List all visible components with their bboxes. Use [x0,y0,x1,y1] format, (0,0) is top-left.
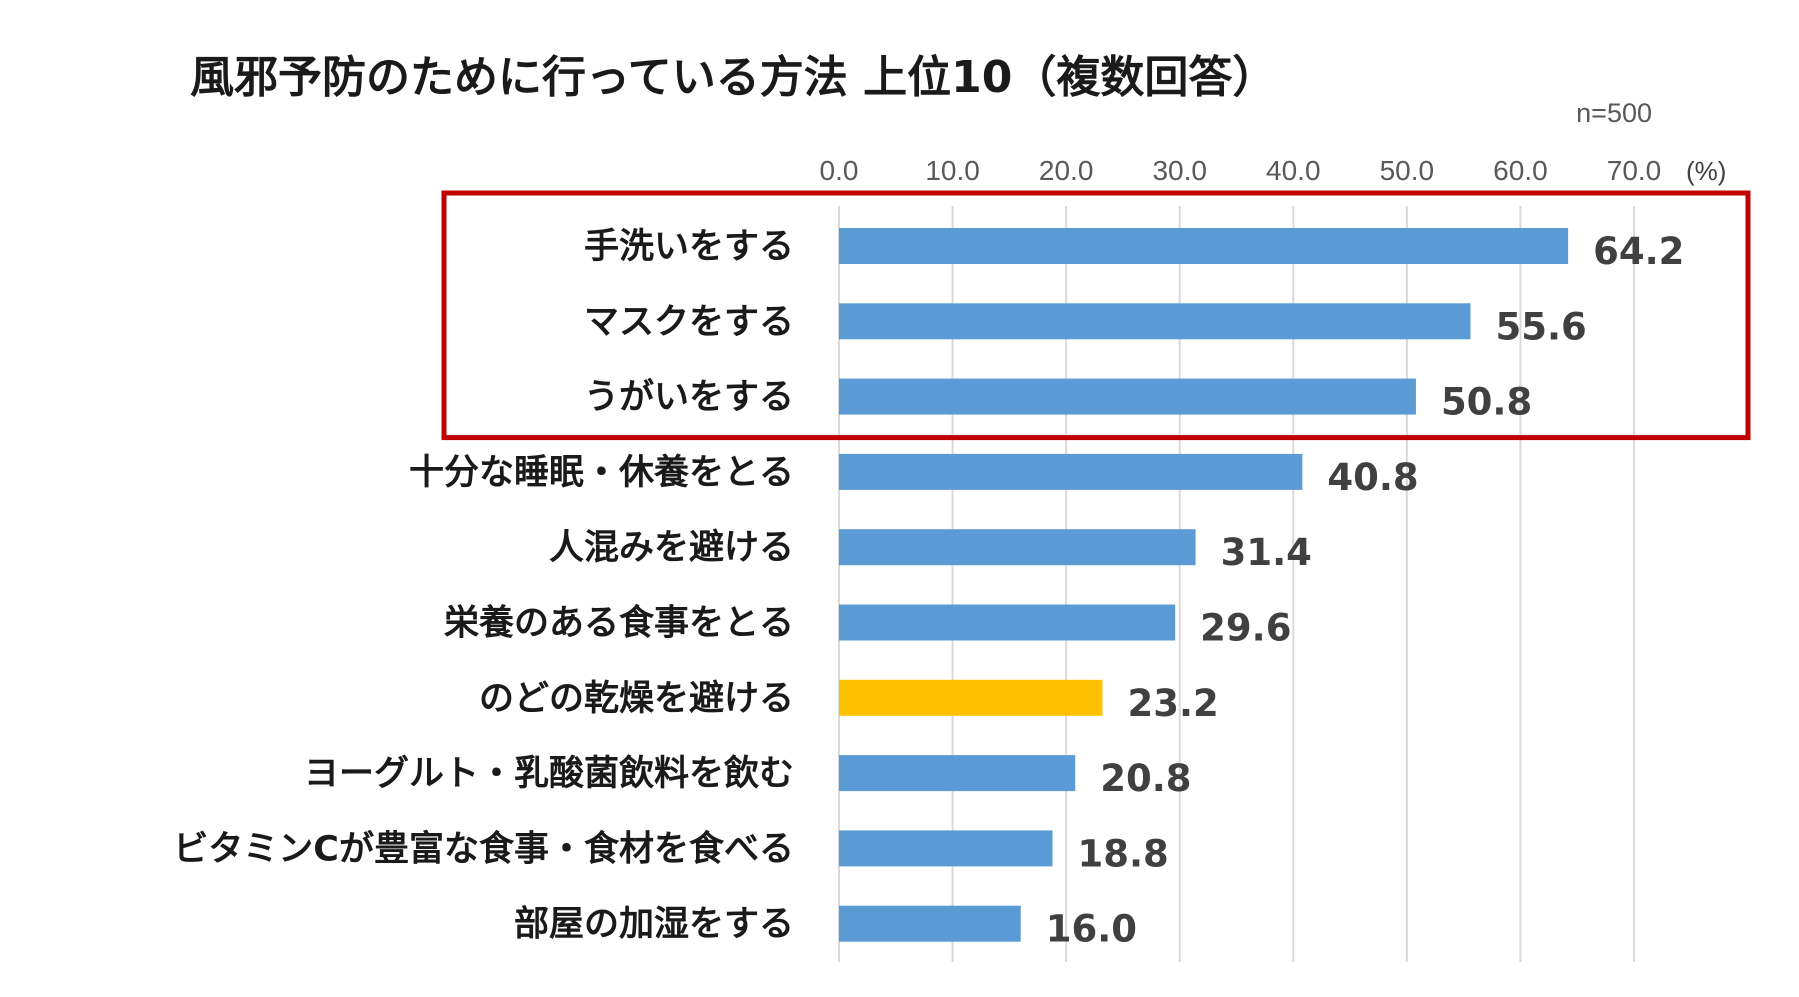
bar [839,228,1569,264]
value-label: 40.8 [1327,456,1418,499]
bar [839,905,1021,942]
highlight-box [441,190,1751,441]
sample-size-label: n=500 [1576,98,1652,128]
x-tick-label: 30.0 [1152,155,1207,186]
category-label: のどの乾燥を避ける [479,679,794,719]
bar [839,453,1303,490]
bar [839,604,1176,641]
value-labels: 64.255.6 50.8 40.8 31.4 29.6 23.2 20.8 18.8 16.0 [1046,230,1685,951]
bar [839,755,1076,792]
category-label: ヨーグルト・乳酸菌飲料を飲む [304,754,794,794]
x-tick-label: 40.0 [1266,155,1321,186]
category-label: 栄養のある食事をとる [444,603,794,644]
unit-label: (%) [1686,156,1726,186]
x-tick-label: 60.0 [1493,155,1548,186]
x-tick-label: 10.0 [925,155,980,186]
x-tick-label: 70.0 [1607,155,1662,186]
category-label: うがいをする [584,378,794,418]
x-tick-label: 20.0 [1039,155,1094,186]
value-label: 64.2 [1593,230,1684,273]
bars [839,228,1569,942]
value-label: 29.6 [1200,607,1291,650]
bar [839,830,1053,867]
category-labels: 手洗いをするマスクをするうがいをする十分な睡眠・休養をとる人混みを避ける栄養のあ… [173,227,794,945]
category-label: マスクをする [584,302,794,342]
x-tick-label: 50.0 [1380,155,1435,186]
value-label: 23.2 [1127,682,1218,725]
x-tick-label: 0.0 [820,155,859,186]
value-label: 20.8 [1100,757,1191,800]
bar [839,529,1196,566]
value-label: 16.0 [1046,908,1137,951]
x-axis-ticks: 0.0 10.0 20.0 30.0 40.0 50.0 60.0 70.0 [820,155,1662,186]
value-label: 55.6 [1495,305,1586,348]
value-label: 18.8 [1078,832,1169,875]
category-label: 手洗いをする [584,227,794,267]
category-label: ビタミンCが豊富な食事・食材を食べる [173,828,794,869]
value-label: 50.8 [1441,381,1532,424]
category-label: 十分な睡眠・休養をとる [409,453,794,493]
bar [839,679,1103,716]
chart-title: 風邪予防のために行っている方法 上位10（複数回答） [190,52,1276,103]
bar [839,378,1416,415]
value-label: 31.4 [1221,531,1312,574]
category-label: 部屋の加湿をする [514,905,794,945]
category-label: 人混みを避ける [549,528,794,568]
bar [839,303,1471,340]
